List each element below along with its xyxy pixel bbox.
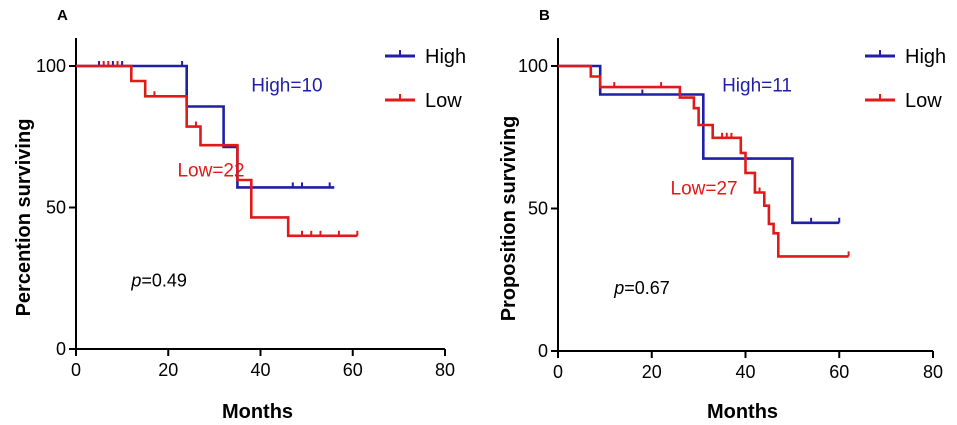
- survival-curve-low: [558, 64, 849, 258]
- annotation-low-count: Low=22: [177, 160, 244, 181]
- series-low: [76, 61, 359, 238]
- panel-b-p-value: p=0.67: [613, 278, 670, 298]
- x-tick-label: 40: [250, 360, 270, 380]
- axes: [69, 38, 446, 356]
- x-tick-label: 40: [735, 362, 755, 382]
- panel-a-x-axis-label: Months: [222, 401, 293, 423]
- annotation-high-count: High=10: [251, 75, 322, 96]
- survival-curve-low: [76, 64, 358, 238]
- x-tick-label: 60: [343, 360, 363, 380]
- panel-a-p-value: p=0.49: [130, 271, 187, 291]
- panel-b-y-axis-label: Proposition surviving: [498, 116, 520, 322]
- x-tick-label: 0: [553, 362, 563, 382]
- panel-b: B 0 50 100 0 20 40 60 80 Months Proposit…: [498, 7, 946, 423]
- x-tick-label: 20: [642, 362, 662, 382]
- series-high: [558, 64, 841, 225]
- x-tick-label: 80: [435, 360, 455, 380]
- y-tick-label: 0: [56, 339, 66, 359]
- panel-b-legend: High Low: [865, 46, 946, 112]
- annotation-low-count: Low=27: [671, 178, 738, 199]
- y-tick-label: 100: [518, 56, 548, 76]
- panel-a-x-tick-labels: 0 20 40 60 80: [71, 360, 455, 380]
- legend-label-low: Low: [425, 90, 462, 112]
- p-value-number: =0.49: [141, 271, 187, 291]
- panel-b-label: B: [539, 7, 550, 24]
- legend-label-high: High: [905, 46, 946, 68]
- p-value-number: =0.67: [624, 278, 670, 298]
- y-tick-label: 50: [528, 199, 548, 219]
- panel-a-y-axis-label: Percention surviving: [13, 119, 35, 317]
- y-tick-label: 50: [46, 198, 66, 218]
- panel-b-x-tick-labels: 0 20 40 60 80: [553, 362, 943, 382]
- legend-label-low: Low: [905, 90, 942, 112]
- panel-b-x-axis-label: Months: [707, 401, 778, 423]
- survival-curve-high: [558, 64, 840, 225]
- series-low: [558, 64, 850, 258]
- panel-a-label: A: [57, 7, 68, 24]
- panel-b-y-tick-labels: 0 50 100: [518, 56, 548, 361]
- x-tick-label: 80: [923, 362, 943, 382]
- axes: [551, 38, 934, 358]
- panel-a-y-tick-labels: 0 50 100: [36, 56, 66, 359]
- x-tick-label: 0: [71, 360, 81, 380]
- y-tick-label: 100: [36, 56, 66, 76]
- y-tick-label: 0: [538, 341, 548, 361]
- p-symbol: p: [130, 271, 141, 291]
- p-symbol: p: [613, 278, 624, 298]
- legend-label-high: High: [425, 46, 466, 68]
- x-tick-label: 20: [158, 360, 178, 380]
- panel-a-legend: High Low: [385, 46, 466, 112]
- panel-a: A 0 50 100 0 20 40 60 80 Months Percenti…: [13, 7, 466, 423]
- annotation-high-count: High=11: [722, 76, 792, 97]
- x-tick-label: 60: [829, 362, 849, 382]
